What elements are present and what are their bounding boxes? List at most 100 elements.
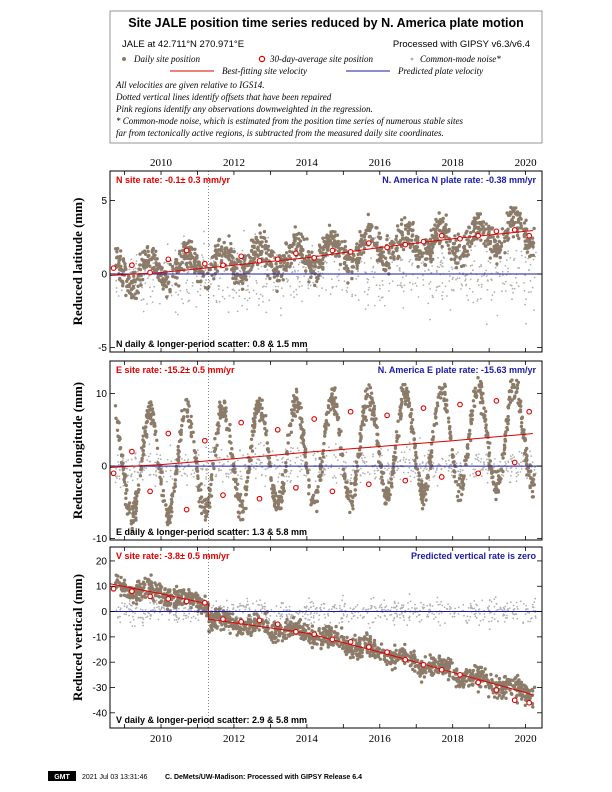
daily-point (406, 229, 410, 233)
daily-point (233, 485, 238, 490)
daily-point (333, 386, 337, 390)
cmn-point (504, 605, 507, 608)
cmn-point (519, 600, 522, 603)
daily-point (368, 401, 372, 405)
cmn-point (333, 606, 336, 609)
cmn-point (234, 461, 237, 463)
cmn-point (476, 604, 479, 607)
daily-point (495, 262, 499, 266)
daily-point (218, 400, 222, 404)
cmn-point (366, 281, 369, 284)
cmn-point (166, 243, 169, 246)
daily-point (204, 511, 209, 515)
cmn-point (509, 284, 512, 286)
cmn-point (527, 620, 529, 623)
daily-point (468, 244, 472, 249)
daily-point (434, 217, 438, 222)
cmn-point (265, 614, 267, 617)
cmn-point (474, 609, 477, 612)
cmn-point (516, 608, 519, 610)
cmn-point (132, 268, 135, 271)
avg30-point (493, 398, 500, 404)
daily-point (517, 409, 522, 414)
cmn-point (448, 275, 451, 277)
cmn-point (210, 283, 212, 286)
cmn-point (375, 284, 378, 287)
daily-point (320, 265, 325, 270)
daily-point (385, 234, 389, 238)
daily-point (472, 224, 477, 228)
daily-point (394, 234, 399, 238)
daily-point (290, 418, 294, 422)
cmn-point (448, 454, 451, 457)
cmn-point (469, 616, 472, 618)
daily-point (522, 227, 527, 231)
cmn-point (228, 295, 231, 297)
daily-point (273, 267, 277, 271)
cmn-point (501, 274, 504, 276)
cmn-point (354, 605, 357, 608)
avg30-point (165, 430, 172, 437)
cmn-point (289, 481, 292, 484)
daily-point (400, 400, 404, 404)
cmn-point (470, 249, 473, 252)
daily-point (488, 239, 493, 244)
cmn-point (289, 459, 292, 462)
daily-point (412, 437, 416, 441)
daily-point (318, 250, 323, 254)
cmn-point (188, 299, 191, 302)
cmn-point (118, 468, 121, 471)
daily-point (429, 260, 433, 264)
cmn-point (217, 288, 220, 290)
daily-point (369, 391, 374, 395)
cmn-point (486, 606, 489, 609)
cmn-point (246, 308, 249, 311)
daily-point (478, 212, 482, 216)
daily-point (520, 427, 524, 432)
daily-point (349, 481, 353, 486)
daily-point (345, 490, 349, 494)
daily-point (278, 506, 282, 511)
daily-point (512, 385, 517, 389)
cmn-point (428, 608, 430, 611)
daily-point (317, 265, 321, 270)
daily-point (224, 246, 228, 250)
cmn-point (409, 480, 412, 483)
daily-point (114, 416, 118, 420)
daily-point (176, 444, 180, 449)
daily-point (334, 410, 338, 415)
cmn-point (174, 249, 177, 252)
cmn-point (433, 618, 435, 620)
cmn-point (360, 260, 363, 263)
daily-point (432, 227, 436, 231)
cmn-point (511, 287, 514, 290)
daily-point (242, 274, 246, 278)
cmn-point (119, 621, 122, 624)
daily-point (511, 221, 516, 225)
daily-point (525, 467, 529, 471)
daily-point (335, 240, 339, 244)
daily-point (206, 496, 211, 500)
cmn-point (277, 285, 280, 288)
cmn-point (285, 475, 288, 478)
cmn-point (409, 258, 412, 261)
daily-point (178, 262, 183, 266)
legend-daily-marker (122, 57, 126, 61)
daily-point (344, 480, 348, 484)
daily-point (375, 241, 379, 245)
daily-point (131, 507, 135, 511)
cmn-point (409, 600, 412, 603)
cmn-point (459, 468, 462, 471)
daily-point (227, 258, 231, 262)
cmn-point (432, 467, 435, 469)
daily-point (515, 378, 519, 383)
cmn-point (399, 459, 402, 462)
cmn-point (128, 602, 131, 605)
cmn-point (372, 596, 375, 599)
cmn-point (183, 614, 185, 617)
daily-point (303, 261, 307, 265)
cmn-point (370, 257, 372, 260)
avg30-point (347, 408, 354, 415)
cmn-point (472, 472, 474, 475)
daily-point (127, 507, 132, 512)
